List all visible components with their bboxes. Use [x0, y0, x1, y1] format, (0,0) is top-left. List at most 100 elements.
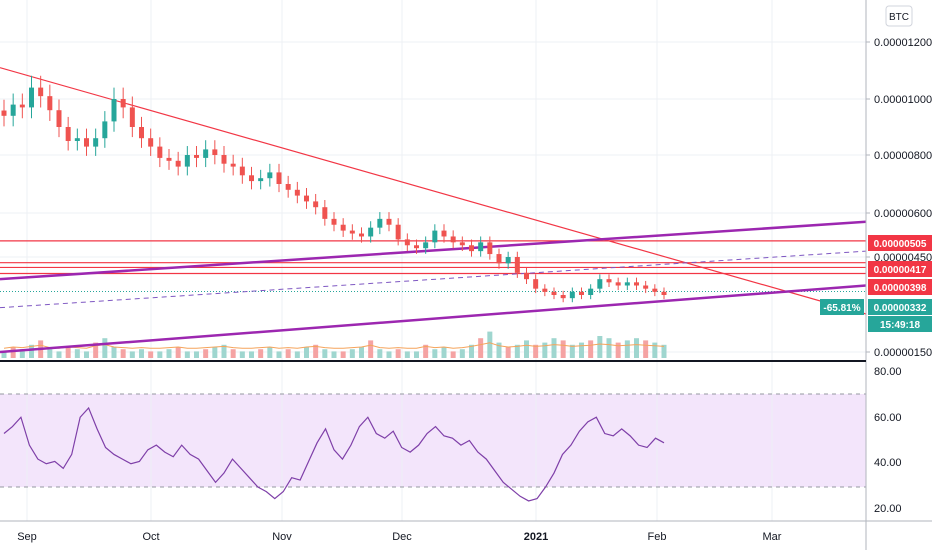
candle-body: [304, 195, 309, 202]
candle-body: [10, 104, 16, 116]
volume-bar: [194, 351, 199, 358]
candle-body: [661, 291, 667, 295]
volume-bar: [615, 342, 621, 358]
volume-bar: [414, 351, 419, 358]
volume-bar: [551, 338, 557, 358]
rsi-tick-label: 80.00: [874, 366, 902, 378]
time-tick-label: Dec: [392, 531, 412, 543]
volume-bar: [450, 351, 456, 358]
candle-body: [524, 272, 529, 280]
price-tick-label: 0.00000150: [874, 347, 932, 359]
candle-body: [496, 254, 502, 264]
candle-body: [487, 242, 493, 255]
candle-body: [615, 282, 621, 286]
candle-body: [84, 138, 89, 147]
candle-body: [569, 291, 575, 299]
volume-bar: [74, 349, 80, 358]
volume-bar: [239, 351, 245, 358]
volume-bar: [230, 349, 236, 358]
trendlines[interactable]: [0, 67, 867, 354]
trendline[interactable]: [0, 220, 867, 281]
rsi-line: [3, 406, 665, 502]
volume-bar: [349, 349, 355, 358]
candle-body: [29, 87, 34, 108]
candle-body: [551, 291, 557, 295]
candle-body: [349, 230, 355, 234]
volume-bar: [93, 342, 99, 358]
volume-bar: [597, 336, 603, 358]
candle-body: [652, 288, 658, 292]
volume-bar: [331, 351, 337, 358]
trendline[interactable]: [0, 284, 867, 354]
candle-body: [377, 218, 383, 228]
volume-bar: [221, 344, 227, 358]
volume-bar: [294, 351, 300, 358]
trendline[interactable]: [0, 67, 867, 315]
currency-button[interactable]: BTC: [885, 5, 913, 27]
candle-body: [285, 184, 291, 190]
candle-body: [175, 160, 181, 167]
candle-body: [588, 288, 594, 295]
volume-bar: [487, 331, 493, 358]
candle-body: [459, 242, 465, 246]
volume-bar: [395, 349, 401, 358]
volume-bar: [166, 349, 172, 358]
volume-bar: [148, 351, 154, 358]
volume-bar: [359, 347, 364, 358]
candle-body: [643, 285, 649, 289]
candle-body: [56, 110, 62, 127]
volume-bar: [84, 351, 89, 358]
candle-body: [579, 291, 584, 295]
candle-body: [221, 155, 227, 164]
candle-body: [294, 189, 300, 196]
trendline[interactable]: [0, 250, 867, 309]
countdown-box: [868, 316, 932, 332]
volume-bar: [569, 344, 575, 358]
rsi-axis-ticks: 80.00 60.00 40.00 20.00: [874, 366, 902, 515]
candle-body: [139, 127, 144, 139]
candle-body: [624, 282, 630, 286]
price-tick-label: 0.00000800: [874, 150, 932, 162]
volume-ma-line: [3, 342, 665, 349]
price-tag-label: 0.00000398: [874, 283, 927, 294]
candle-body: [65, 127, 71, 141]
candle-body: [267, 172, 273, 179]
candle-body: [212, 149, 218, 155]
volume-bar: [56, 351, 62, 358]
time-tick-label: Sep: [17, 531, 37, 543]
candle-body: [203, 149, 209, 158]
time-tick-label: Mar: [763, 531, 782, 543]
candle-body: [597, 279, 603, 289]
price-tags: 0.00000505 0.00000417 0.00000398 0.00000332…: [820, 235, 932, 332]
rsi-series: [0, 393, 866, 502]
change-badge-label: -65.81%: [823, 303, 860, 314]
volume-bar: [661, 344, 667, 358]
volume-bar: [267, 347, 273, 358]
volume-bar: [340, 351, 346, 358]
main-pane[interactable]: [0, 0, 866, 360]
volume-bar: [524, 340, 529, 358]
volume-bar: [258, 349, 264, 358]
volume-bar: [139, 349, 144, 358]
volume-bar: [542, 342, 548, 358]
volume-bar: [120, 349, 126, 358]
volume-bars: [1, 331, 667, 358]
volume-bar: [459, 349, 465, 358]
candle-body: [38, 87, 44, 97]
volume-bar: [533, 344, 539, 358]
price-tick-label: 0.00001000: [874, 94, 932, 106]
volume-bar: [313, 344, 319, 358]
candle-body: [395, 224, 401, 240]
candle-body: [74, 138, 80, 141]
volume-bar: [441, 347, 447, 358]
price-tag-label: 0.00000505: [874, 239, 927, 250]
candle-body: [368, 227, 374, 237]
volume-bar: [322, 349, 328, 358]
candle-body: [129, 107, 135, 127]
candle-body: [634, 282, 639, 286]
volume-bar: [102, 338, 108, 358]
countdown-label: 15:49:18: [880, 320, 920, 331]
volume-bar: [47, 349, 53, 358]
